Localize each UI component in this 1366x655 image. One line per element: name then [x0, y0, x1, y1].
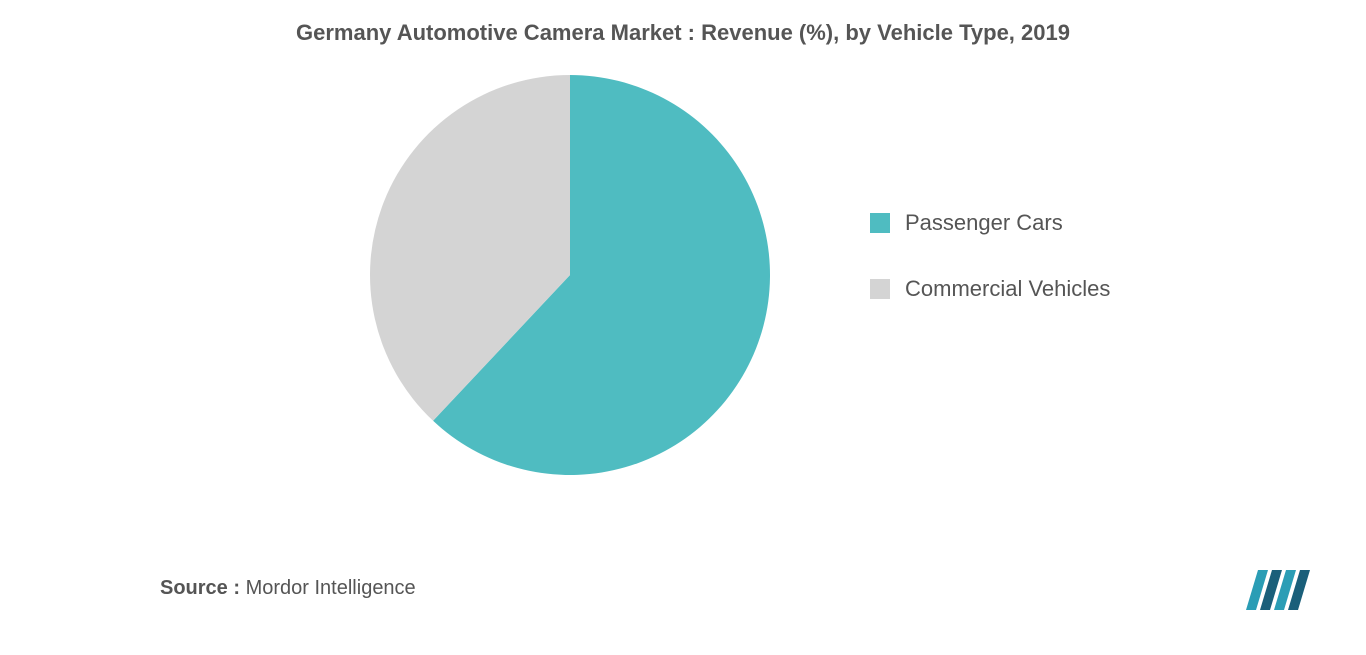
pie-chart-container: [370, 75, 770, 475]
legend-swatch: [870, 213, 890, 233]
legend: Passenger Cars Commercial Vehicles: [870, 210, 1110, 342]
legend-swatch: [870, 279, 890, 299]
legend-item: Passenger Cars: [870, 210, 1110, 236]
source-label: Source :: [160, 577, 240, 599]
legend-label: Passenger Cars: [905, 210, 1063, 236]
source-text: Mordor Intelligence: [246, 577, 416, 599]
legend-item: Commercial Vehicles: [870, 276, 1110, 302]
source-attribution: Source : Mordor Intelligence: [160, 577, 416, 600]
pie-chart: [370, 75, 770, 475]
legend-label: Commercial Vehicles: [905, 276, 1110, 302]
mordor-logo: [1246, 565, 1311, 610]
chart-title: Germany Automotive Camera Market : Reven…: [0, 0, 1366, 46]
